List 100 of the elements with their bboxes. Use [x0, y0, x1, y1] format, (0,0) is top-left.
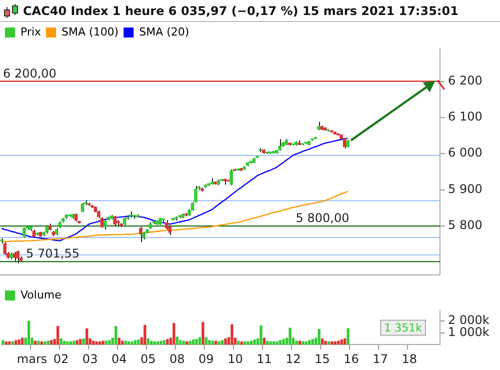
bar: [311, 338, 314, 345]
bar: [188, 340, 192, 345]
bar: [344, 338, 346, 345]
bar: [337, 340, 340, 345]
bar: [72, 340, 76, 345]
chart-title: CAC40 Index 1 heure 6 035,97 (−0,17 %) 15 mars 2021 17:35:01: [23, 4, 458, 18]
bar: [160, 340, 162, 345]
bar: [237, 340, 240, 345]
bar: [208, 340, 211, 345]
bar: [214, 340, 218, 345]
bar: [153, 341, 156, 345]
bar: [346, 328, 350, 345]
legend-label: Prix: [20, 25, 42, 38]
candlestick: [100, 216, 104, 228]
bar: [104, 340, 108, 345]
bar: [14, 340, 18, 345]
bar: [324, 340, 327, 345]
bar: [114, 326, 118, 345]
candlestick: [104, 220, 107, 230]
bar: [79, 338, 82, 345]
ref-line-label: 5 701,55: [26, 246, 80, 261]
bar: [202, 322, 204, 345]
x-tick-label: 04: [111, 352, 127, 366]
y-tick-label: 6 000: [448, 146, 482, 160]
bar: [124, 340, 127, 345]
bar: [308, 340, 311, 345]
ref-line-label: 6 200,00: [3, 66, 56, 80]
x-tick-label: 15: [314, 352, 330, 366]
bar: [37, 340, 40, 345]
bar: [282, 338, 285, 345]
bar: [8, 341, 11, 345]
x-tick-label: 17: [372, 352, 388, 366]
ref-line-label: 5 800,00: [296, 210, 350, 225]
x-tick-label: 08: [170, 352, 185, 366]
bar: [121, 340, 124, 345]
bar: [298, 340, 302, 345]
x-tick-label: 09: [198, 352, 214, 366]
legend-label: SMA (20): [139, 25, 190, 38]
bar: [27, 320, 30, 345]
bar: [46, 340, 50, 345]
x-tick-label: 03: [82, 352, 98, 366]
x-tick-label: mars: [16, 352, 48, 366]
bar: [172, 323, 176, 345]
bar: [50, 340, 53, 345]
x-tick-label: 02: [53, 352, 69, 366]
bar: [220, 340, 224, 345]
bar: [86, 328, 88, 345]
y-tick-label: 5 800: [448, 218, 482, 232]
bar: [320, 338, 324, 345]
candlestick: [16, 250, 20, 264]
legend-label: Volume: [20, 288, 62, 302]
bar: [204, 337, 208, 345]
bar: [66, 341, 69, 345]
bar: [176, 336, 178, 345]
x-tick-label: 05: [140, 352, 156, 366]
bar: [56, 326, 60, 345]
x-tick-label: 10: [228, 352, 243, 366]
bar: [82, 338, 85, 345]
bar: [295, 340, 298, 345]
x-tick-label: 11: [256, 352, 272, 366]
bar: [195, 338, 198, 345]
candlestick: [194, 185, 198, 203]
candlestick: [230, 169, 233, 186]
bar: [62, 340, 66, 345]
bar: [162, 340, 166, 345]
candlestick: [22, 226, 26, 238]
bar: [179, 340, 182, 345]
bar: [318, 328, 320, 345]
bar: [266, 340, 269, 345]
bar: [166, 338, 169, 345]
bar: [192, 340, 195, 345]
bar: [330, 341, 334, 345]
candlestick: [3, 242, 6, 256]
bar: [144, 324, 146, 345]
annotation: 1 351k: [384, 322, 423, 335]
x-tick-label: 18: [402, 352, 417, 366]
bar: [260, 325, 262, 345]
bar: [95, 341, 98, 345]
bar: [44, 341, 46, 345]
y-tick-label: 6 200: [448, 73, 482, 88]
bar: [34, 340, 37, 345]
y-tick-label: 1 000k: [448, 324, 490, 339]
bar: [288, 328, 292, 345]
bar: [76, 340, 79, 345]
bar: [108, 340, 111, 345]
bar: [137, 340, 140, 345]
candlestick: [12, 252, 16, 263]
bar: [224, 338, 227, 345]
bar: [146, 338, 150, 345]
bar: [302, 341, 304, 345]
bar: [279, 340, 282, 345]
y-tick-label: 5 900: [448, 182, 482, 196]
bar: [2, 340, 4, 345]
bar: [102, 340, 104, 345]
bar: [182, 340, 185, 345]
bar: [150, 340, 153, 345]
bar: [134, 340, 137, 345]
bar: [130, 341, 134, 345]
bar: [60, 338, 62, 345]
bar: [211, 340, 214, 345]
